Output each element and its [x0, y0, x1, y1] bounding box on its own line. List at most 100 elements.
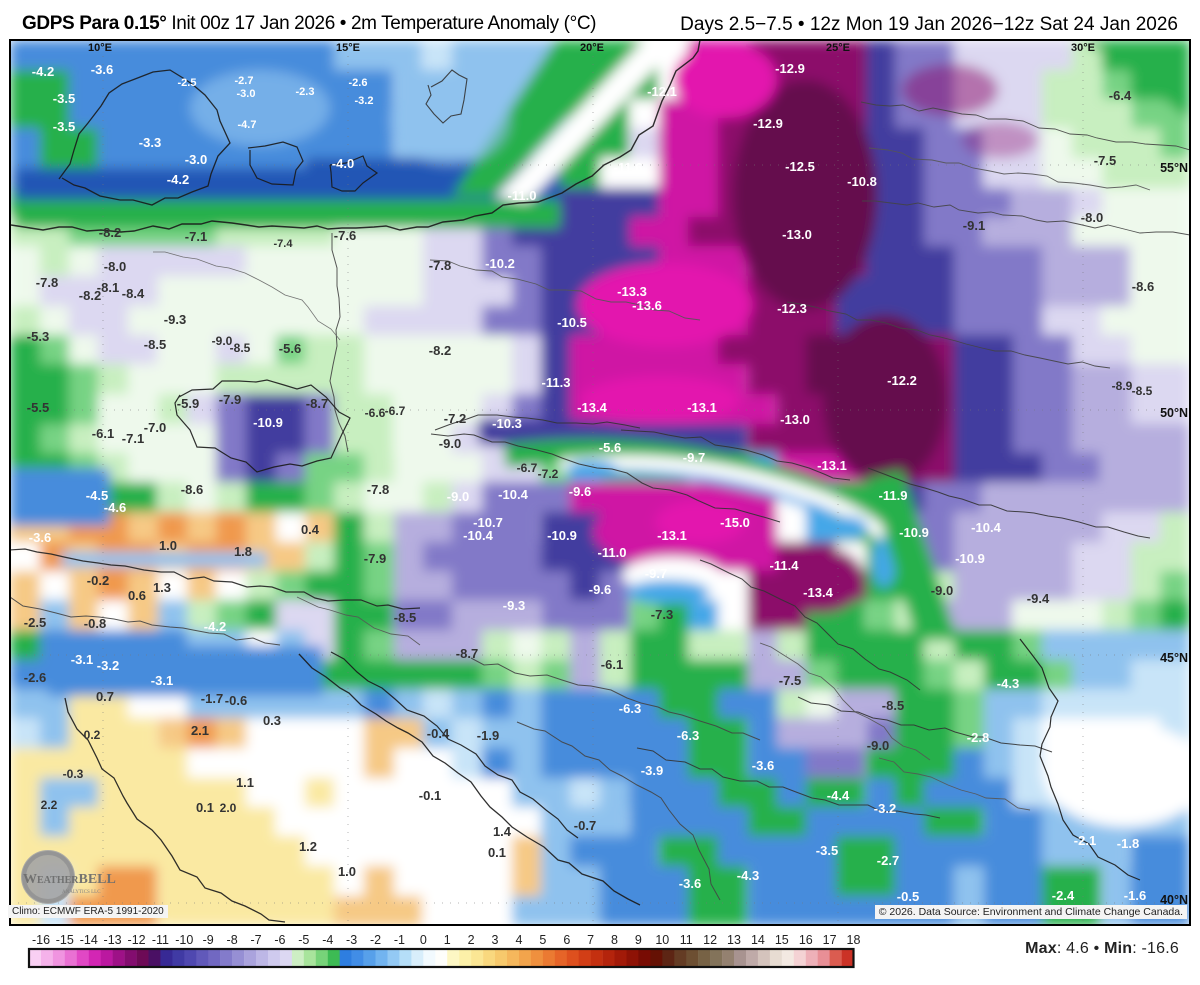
svg-text:-7.6: -7.6 [334, 228, 356, 243]
svg-text:-3.3: -3.3 [139, 135, 161, 150]
svg-text:0.6: 0.6 [128, 588, 146, 603]
svg-text:10°E: 10°E [88, 42, 112, 54]
svg-text:-12.3: -12.3 [777, 301, 807, 316]
svg-text:-10.4: -10.4 [498, 487, 528, 502]
svg-text:-7.0: -7.0 [144, 420, 166, 435]
svg-text:0.4: 0.4 [301, 522, 320, 537]
svg-text:2.2: 2.2 [41, 798, 58, 812]
svg-text:-1.9: -1.9 [477, 728, 499, 743]
svg-text:-13.6: -13.6 [632, 298, 662, 313]
svg-text:WEATHERBELL: WEATHERBELL [23, 872, 116, 887]
svg-text:5: 5 [539, 933, 546, 947]
svg-text:1.1: 1.1 [236, 775, 254, 790]
svg-text:13: 13 [727, 933, 741, 947]
svg-text:14: 14 [751, 933, 765, 947]
svg-text:0.1: 0.1 [196, 800, 214, 815]
svg-text:-8.5: -8.5 [144, 337, 166, 352]
svg-text:-3.5: -3.5 [816, 843, 838, 858]
svg-text:2.0: 2.0 [220, 801, 237, 815]
svg-text:-1.6: -1.6 [1124, 888, 1146, 903]
svg-text:55°N: 55°N [1160, 161, 1188, 175]
svg-text:-7.9: -7.9 [219, 392, 241, 407]
svg-text:-3.6: -3.6 [29, 530, 51, 545]
svg-text:-3.2: -3.2 [355, 95, 374, 107]
svg-text:-8.5: -8.5 [230, 341, 251, 355]
svg-text:-7.3: -7.3 [651, 607, 673, 622]
svg-text:-10.5: -10.5 [557, 315, 587, 330]
svg-text:ANALYTICS LLC: ANALYTICS LLC [62, 890, 101, 895]
svg-text:-7.2: -7.2 [538, 467, 559, 481]
svg-text:-11.9: -11.9 [879, 488, 908, 503]
svg-text:-12: -12 [128, 933, 146, 947]
svg-text:-16: -16 [32, 933, 50, 947]
svg-text:1.4: 1.4 [493, 824, 512, 839]
svg-text:-8.0: -8.0 [1081, 210, 1103, 225]
svg-text:15°E: 15°E [336, 42, 360, 54]
svg-text:-12.2: -12.2 [887, 373, 917, 388]
svg-text:-4.3: -4.3 [737, 868, 759, 883]
svg-text:-8.9: -8.9 [1112, 379, 1133, 393]
svg-text:-9.3: -9.3 [503, 598, 525, 613]
svg-text:-8.5: -8.5 [1132, 384, 1153, 398]
svg-text:25°E: 25°E [826, 42, 850, 54]
svg-text:-4.2: -4.2 [167, 172, 189, 187]
svg-text:-8.7: -8.7 [456, 646, 478, 661]
svg-text:-1.8: -1.8 [1117, 836, 1139, 851]
svg-text:15: 15 [775, 933, 789, 947]
svg-text:0.1: 0.1 [488, 845, 506, 860]
svg-text:1: 1 [444, 933, 451, 947]
svg-text:-13.0: -13.0 [782, 227, 812, 242]
svg-text:17: 17 [823, 933, 837, 947]
svg-text:-10.4: -10.4 [971, 520, 1001, 535]
svg-text:-5.3: -5.3 [27, 329, 49, 344]
svg-text:-7.5: -7.5 [1094, 153, 1116, 168]
svg-text:-15: -15 [56, 933, 74, 947]
svg-text:-6.1: -6.1 [601, 657, 623, 672]
svg-text:0.2: 0.2 [84, 728, 101, 742]
svg-text:-8.5: -8.5 [882, 698, 904, 713]
svg-text:-3.1: -3.1 [151, 673, 173, 688]
svg-text:-4.7: -4.7 [238, 119, 257, 131]
svg-text:-5: -5 [298, 933, 309, 947]
svg-text:-8.4: -8.4 [122, 286, 145, 301]
svg-text:-0.4: -0.4 [427, 726, 450, 741]
svg-text:-11.4: -11.4 [770, 558, 800, 573]
svg-text:-5.5: -5.5 [27, 400, 49, 415]
svg-text:20°E: 20°E [580, 42, 604, 54]
svg-text:9: 9 [635, 933, 642, 947]
svg-text:-2.6: -2.6 [349, 77, 368, 89]
svg-text:-7.4: -7.4 [274, 238, 294, 250]
svg-text:2: 2 [468, 933, 475, 947]
svg-text:-8.7: -8.7 [306, 396, 328, 411]
svg-text:-11.6: -11.6 [614, 160, 643, 175]
svg-text:-8.5: -8.5 [394, 610, 416, 625]
svg-text:-10.9: -10.9 [955, 551, 985, 566]
svg-text:3: 3 [492, 933, 499, 947]
svg-text:-7.1: -7.1 [185, 229, 207, 244]
svg-text:-4: -4 [322, 933, 333, 947]
svg-text:-13.4: -13.4 [577, 400, 607, 415]
svg-text:-8.2: -8.2 [429, 343, 451, 358]
svg-text:-2.6: -2.6 [24, 670, 46, 685]
svg-text:50°N: 50°N [1160, 406, 1188, 420]
svg-text:-0.5: -0.5 [897, 889, 919, 904]
svg-text:-4.4: -4.4 [827, 788, 850, 803]
svg-text:-8.0: -8.0 [104, 259, 126, 274]
svg-text:-5.6: -5.6 [599, 440, 621, 455]
svg-text:-8: -8 [227, 933, 238, 947]
svg-text:-8.6: -8.6 [181, 482, 203, 497]
svg-text:-9.0: -9.0 [867, 738, 889, 753]
svg-text:0.7: 0.7 [96, 689, 114, 704]
svg-text:-3.6: -3.6 [91, 62, 113, 77]
svg-text:-6: -6 [274, 933, 285, 947]
svg-text:-13.1: -13.1 [817, 458, 847, 473]
svg-text:-3.0: -3.0 [185, 152, 207, 167]
svg-text:-5.9: -5.9 [177, 396, 199, 411]
svg-text:-12.9: -12.9 [775, 61, 805, 76]
svg-text:-2.5: -2.5 [178, 77, 197, 89]
svg-text:-0.8: -0.8 [84, 616, 106, 631]
svg-text:-12.1: -12.1 [647, 84, 677, 99]
svg-text:-7.8: -7.8 [429, 258, 451, 273]
svg-text:-0.3: -0.3 [63, 767, 84, 781]
svg-text:-13.1: -13.1 [687, 400, 717, 415]
